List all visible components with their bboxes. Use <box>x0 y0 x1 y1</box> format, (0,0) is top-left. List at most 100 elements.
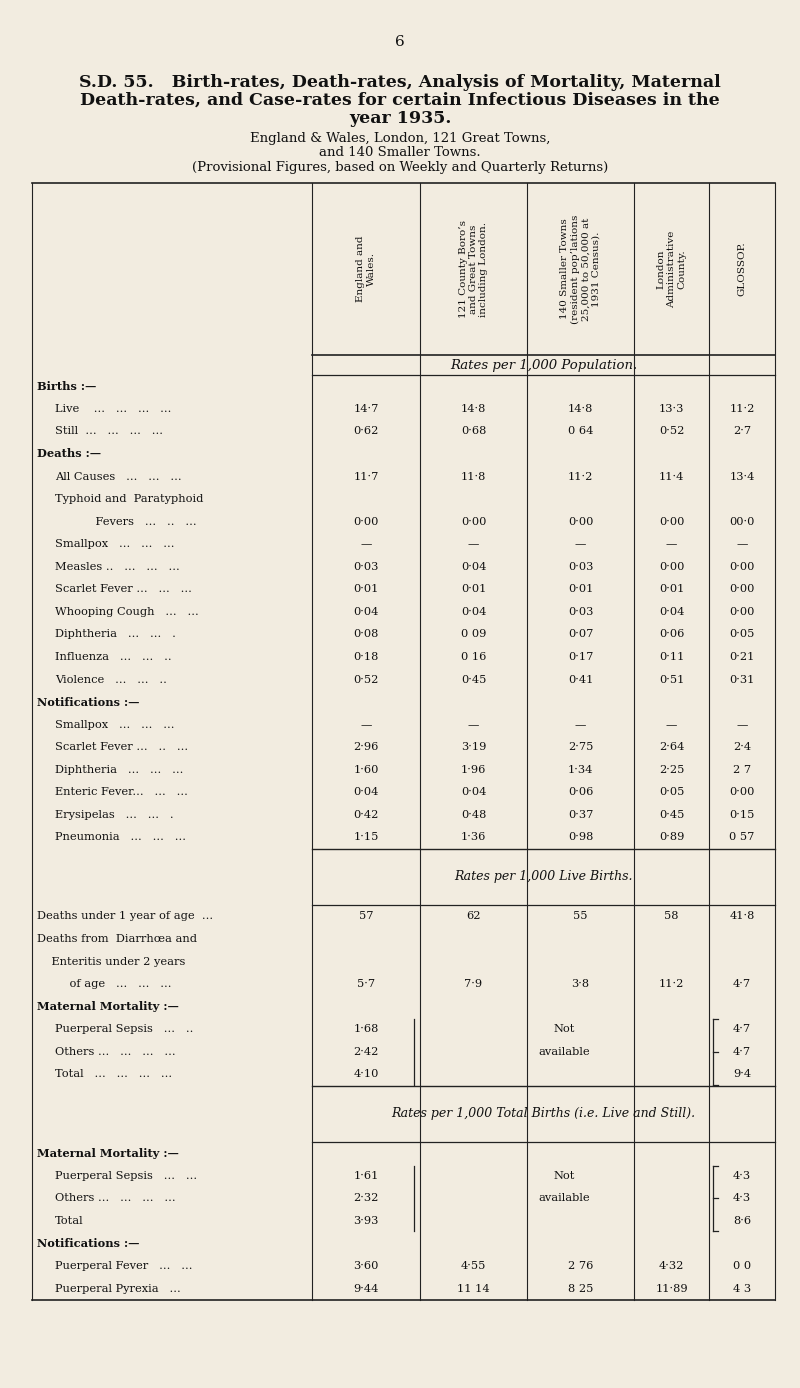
Text: 0·00: 0·00 <box>730 562 754 572</box>
Text: Pneumonia   ...   ...   ...: Pneumonia ... ... ... <box>55 833 186 843</box>
Text: available: available <box>538 1047 590 1056</box>
Text: 0·51: 0·51 <box>659 675 684 684</box>
Text: Scarlet Fever ...   ..   ...: Scarlet Fever ... .. ... <box>55 743 188 752</box>
Text: Puerperal Fever   ...   ...: Puerperal Fever ... ... <box>55 1262 193 1271</box>
Text: —: — <box>575 720 586 730</box>
Text: 14·8: 14·8 <box>461 404 486 414</box>
Text: 0·17: 0·17 <box>568 652 593 662</box>
Text: Erysipelas   ...   ...   .: Erysipelas ... ... . <box>55 811 174 820</box>
Text: 11·8: 11·8 <box>461 472 486 482</box>
Text: 0·31: 0·31 <box>730 675 754 684</box>
Text: 0·04: 0·04 <box>354 607 378 616</box>
Text: 11·7: 11·7 <box>354 472 378 482</box>
Text: Live    ...   ...   ...   ...: Live ... ... ... ... <box>55 404 171 414</box>
Text: 2 76: 2 76 <box>568 1262 593 1271</box>
Text: Whooping Cough   ...   ...: Whooping Cough ... ... <box>55 607 198 616</box>
Text: 0·01: 0·01 <box>461 584 486 594</box>
Text: 2·64: 2·64 <box>659 743 684 752</box>
Text: Enteric Fever...   ...   ...: Enteric Fever... ... ... <box>55 787 188 797</box>
Text: —: — <box>666 539 677 550</box>
Text: 3·60: 3·60 <box>354 1262 378 1271</box>
Text: 0·03: 0·03 <box>568 562 593 572</box>
Text: —: — <box>468 720 479 730</box>
Text: Notifications :—: Notifications :— <box>37 1238 139 1249</box>
Text: 41·8: 41·8 <box>730 912 754 922</box>
Text: 0·52: 0·52 <box>354 675 378 684</box>
Text: Scarlet Fever ...   ...   ...: Scarlet Fever ... ... ... <box>55 584 192 594</box>
Text: 0·04: 0·04 <box>659 607 684 616</box>
Text: Enteritis under 2 years: Enteritis under 2 years <box>37 956 186 966</box>
Text: 6: 6 <box>395 35 405 49</box>
Text: —: — <box>360 720 372 730</box>
Text: Fevers   ...   ..   ...: Fevers ... .. ... <box>81 516 197 526</box>
Text: 0·00: 0·00 <box>354 516 378 526</box>
Text: 2·75: 2·75 <box>568 743 593 752</box>
Text: available: available <box>538 1194 590 1203</box>
Text: 0·08: 0·08 <box>354 629 378 640</box>
Text: 0·98: 0·98 <box>568 833 593 843</box>
Text: 1·96: 1·96 <box>461 765 486 775</box>
Text: 55: 55 <box>574 912 588 922</box>
Text: 4·7: 4·7 <box>733 979 751 990</box>
Text: Not: Not <box>554 1171 575 1181</box>
Text: 3·8: 3·8 <box>571 979 590 990</box>
Text: Others ...   ...   ...   ...: Others ... ... ... ... <box>55 1194 176 1203</box>
Text: England & Wales, London, 121 Great Towns,: England & Wales, London, 121 Great Towns… <box>250 132 550 144</box>
Text: 11·2: 11·2 <box>568 472 593 482</box>
Text: 1·61: 1·61 <box>354 1171 378 1181</box>
Text: 4·32: 4·32 <box>659 1262 684 1271</box>
Text: 140 Smaller Towns
(resident pop’lations
25,000 to 50,000 at
1931 Census).: 140 Smaller Towns (resident pop’lations … <box>560 214 601 323</box>
Text: Still  ...   ...   ...   ...: Still ... ... ... ... <box>55 426 163 436</box>
Text: 0·04: 0·04 <box>461 607 486 616</box>
Text: 2·4: 2·4 <box>733 743 751 752</box>
Text: 0·00: 0·00 <box>730 787 754 797</box>
Text: GLOSSOP.: GLOSSOP. <box>738 242 746 296</box>
Text: Smallpox   ...   ...   ...: Smallpox ... ... ... <box>55 720 174 730</box>
Text: 4·3: 4·3 <box>733 1171 751 1181</box>
Text: Death-rates, and Case-rates for certain Infectious Diseases in the: Death-rates, and Case-rates for certain … <box>80 92 720 108</box>
Text: London
Administrative
County.: London Administrative County. <box>657 230 686 308</box>
Text: 0·41: 0·41 <box>568 675 593 684</box>
Text: 0 57: 0 57 <box>730 833 754 843</box>
Text: 0·07: 0·07 <box>568 629 593 640</box>
Text: Maternal Mortality :—: Maternal Mortality :— <box>37 1001 179 1012</box>
Text: 11·2: 11·2 <box>730 404 754 414</box>
Text: —: — <box>736 539 748 550</box>
Text: 2·42: 2·42 <box>354 1047 378 1056</box>
Text: Others ...   ...   ...   ...: Others ... ... ... ... <box>55 1047 176 1056</box>
Text: 13·3: 13·3 <box>659 404 684 414</box>
Text: 0·42: 0·42 <box>354 811 378 820</box>
Text: 4·55: 4·55 <box>461 1262 486 1271</box>
Text: —: — <box>468 539 479 550</box>
Text: 11·2: 11·2 <box>659 979 684 990</box>
Text: Diphtheria   ...   ...   .: Diphtheria ... ... . <box>55 629 176 640</box>
Text: 1·15: 1·15 <box>354 833 378 843</box>
Text: 0·01: 0·01 <box>354 584 378 594</box>
Text: 00·0: 00·0 <box>730 516 754 526</box>
Text: 8·6: 8·6 <box>733 1216 751 1226</box>
Text: 0·21: 0·21 <box>730 652 754 662</box>
Text: 0·04: 0·04 <box>461 787 486 797</box>
Text: 8 25: 8 25 <box>568 1284 593 1294</box>
Text: Maternal Mortality :—: Maternal Mortality :— <box>37 1148 179 1159</box>
Text: 0·00: 0·00 <box>461 516 486 526</box>
Text: England and
Wales.: England and Wales. <box>356 236 376 303</box>
Text: 11 14: 11 14 <box>457 1284 490 1294</box>
Text: 0·06: 0·06 <box>659 629 684 640</box>
Text: 0·00: 0·00 <box>659 516 684 526</box>
Text: 11·4: 11·4 <box>659 472 684 482</box>
Text: 14·7: 14·7 <box>354 404 378 414</box>
Text: 0 0: 0 0 <box>733 1262 751 1271</box>
Text: 2·32: 2·32 <box>354 1194 378 1203</box>
Text: 0·45: 0·45 <box>461 675 486 684</box>
Text: 9·44: 9·44 <box>354 1284 378 1294</box>
Text: 1·36: 1·36 <box>461 833 486 843</box>
Text: Measles ..   ...   ...   ...: Measles .. ... ... ... <box>55 562 180 572</box>
Text: 0·62: 0·62 <box>354 426 378 436</box>
Text: 5·7: 5·7 <box>357 979 375 990</box>
Text: 2·7: 2·7 <box>733 426 751 436</box>
Text: 3·93: 3·93 <box>354 1216 378 1226</box>
Text: Deaths under 1 year of age  ...: Deaths under 1 year of age ... <box>37 912 213 922</box>
Text: Not: Not <box>554 1024 575 1034</box>
Text: 0·03: 0·03 <box>568 607 593 616</box>
